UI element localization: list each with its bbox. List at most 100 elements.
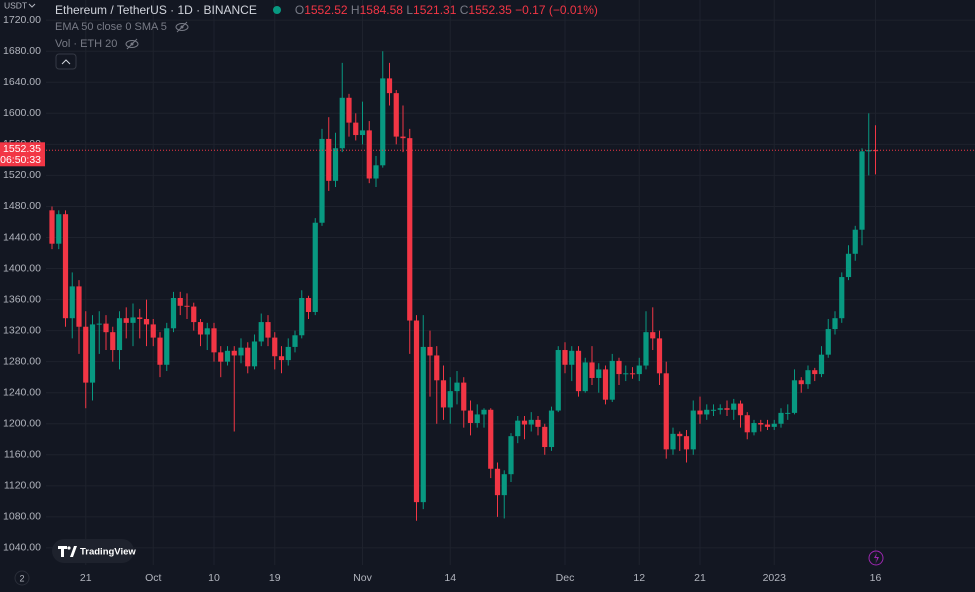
y-tick-label: 1400.00: [3, 262, 41, 274]
x-tick-label: 14: [444, 572, 456, 584]
candle-body: [548, 410, 555, 448]
y-tick-label: 1440.00: [3, 231, 41, 243]
candle-body: [76, 286, 82, 327]
candle-body: [535, 419, 541, 427]
candle-body: [96, 323, 102, 325]
y-tick-label: 1200.00: [3, 418, 41, 430]
x-tick-label: 16: [870, 572, 882, 584]
candle-body: [278, 356, 285, 361]
axis-corner-button[interactable]: [14, 570, 30, 586]
y-tick-label: 1240.00: [3, 386, 41, 398]
candle-body: [474, 414, 480, 423]
brand-name: TradingView: [80, 547, 136, 558]
candle-body: [218, 352, 224, 362]
x-tick-label: 10: [208, 572, 220, 584]
candle-body: [629, 373, 636, 375]
candle-body: [110, 332, 116, 351]
change-value: −0.17 (−0.01%): [515, 2, 598, 17]
candle-body: [245, 347, 251, 367]
indicator-row: EMA 50 close 0 SMA 5: [55, 18, 598, 35]
candle-body: [582, 362, 588, 392]
close-label: C: [459, 2, 469, 17]
candle-body: [683, 436, 690, 450]
candle-body: [839, 277, 845, 319]
candle-body: [373, 165, 379, 179]
candle-body: [616, 360, 622, 375]
currency-caret[interactable]: [28, 3, 36, 8]
indicator-ema[interactable]: EMA 50 close 0 SMA 5: [55, 20, 167, 33]
candle-body: [467, 410, 474, 423]
candle-body: [771, 423, 777, 427]
candle-body: [272, 337, 278, 357]
price-tag-value: 1552.35: [3, 143, 41, 155]
low-value: 1521.31: [413, 2, 457, 17]
x-tick-label: Oct: [145, 572, 161, 584]
candle-body: [677, 433, 683, 437]
candle-body: [62, 214, 69, 319]
open-label: O: [294, 2, 305, 17]
candle-body: [704, 409, 710, 415]
candle-body: [609, 360, 615, 400]
x-tick-label: Dec: [556, 572, 575, 584]
candle-body: [177, 298, 183, 306]
candle-body: [319, 138, 325, 223]
hide-icon[interactable]: [125, 38, 139, 50]
candle-body: [143, 318, 150, 325]
candle-body: [69, 286, 75, 319]
candle-body: [231, 350, 237, 356]
candle-body: [332, 148, 339, 181]
candle-body: [184, 305, 190, 307]
symbol-title[interactable]: Ethereum / TetherUS · 1D · BINANCE: [55, 2, 257, 17]
candle-body: [818, 354, 825, 375]
candle-body: [602, 369, 609, 400]
collapse-icon: [61, 59, 71, 65]
candle-body: [123, 318, 129, 323]
collapse-button[interactable]: [55, 53, 77, 70]
y-tick-label: 1360.00: [3, 293, 41, 305]
candle-body: [339, 97, 345, 149]
candle-body: [791, 380, 798, 413]
y-tick-label: 1280.00: [3, 355, 41, 367]
candle-body: [508, 436, 514, 475]
candle-body: [366, 130, 372, 179]
candle-body: [400, 136, 406, 139]
candle-body: [481, 409, 487, 415]
candle-body: [521, 420, 528, 425]
candle-body: [650, 332, 656, 339]
candle-body: [731, 403, 737, 410]
y-tick-label: 1680.00: [3, 45, 41, 57]
candle-body: [130, 317, 136, 323]
candle-body: [116, 318, 123, 351]
candle-body: [710, 409, 717, 411]
candle-body: [798, 380, 804, 385]
candle-body: [494, 468, 501, 496]
price-tag-countdown: 06:50:33: [0, 154, 41, 166]
indicator-vol[interactable]: Vol · ETH 20: [55, 37, 118, 50]
high-value: 1584.58: [359, 2, 403, 17]
candle-body: [251, 341, 258, 367]
alert-icon[interactable]: [868, 550, 884, 566]
candle-body: [312, 222, 318, 312]
hide-icon[interactable]: [175, 21, 189, 33]
candle-body: [292, 335, 298, 347]
candle-body: [49, 210, 55, 244]
candle-body: [191, 306, 197, 323]
open-value: 1552.52: [304, 2, 348, 17]
brand-logo[interactable]: TradingView: [52, 539, 136, 563]
y-tick-label: 1160.00: [4, 449, 41, 461]
candle-body: [353, 122, 359, 136]
candle-body: [636, 365, 642, 375]
y-tick-label: 1320.00: [3, 324, 41, 336]
y-tick-label: 1520.00: [3, 169, 41, 181]
candle-body: [812, 370, 818, 375]
x-tick-label: 19: [269, 572, 281, 584]
candle-body: [656, 338, 663, 374]
axis-corner-label[interactable]: 2: [19, 573, 24, 583]
candle-body: [575, 350, 582, 392]
price-tag: [0, 142, 45, 167]
candle-body: [596, 369, 602, 378]
candle-body: [434, 355, 440, 381]
candle-body: [562, 350, 568, 365]
